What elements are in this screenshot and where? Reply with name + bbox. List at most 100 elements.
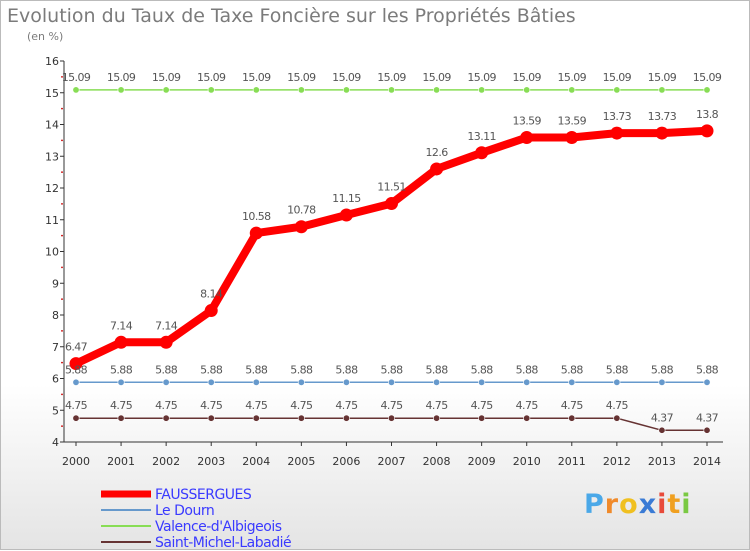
data-point [613, 86, 621, 94]
data-label: 4.75 [426, 399, 449, 412]
x-tick-label: 2009 [468, 455, 496, 468]
x-tick-label: 2005 [287, 455, 315, 468]
data-label: 5.88 [561, 363, 584, 376]
y-tick-label: 4 [52, 436, 59, 449]
data-label: 11.15 [332, 192, 361, 205]
data-point [658, 86, 666, 94]
x-tick-label: 2008 [423, 455, 451, 468]
data-point [207, 86, 215, 94]
x-tick-label: 2013 [648, 455, 676, 468]
x-tick-label: 2003 [197, 455, 225, 468]
logo-letter: P [584, 489, 605, 520]
data-label: 4.37 [696, 411, 719, 424]
data-label: 4.75 [290, 399, 313, 412]
y-tick-label: 14 [45, 119, 59, 132]
y-tick-label: 9 [52, 277, 59, 290]
data-point [162, 86, 170, 94]
data-label: 5.88 [335, 363, 358, 376]
data-label: 8.14 [200, 288, 223, 301]
data-point [72, 86, 80, 94]
data-point [72, 378, 80, 386]
data-point [658, 426, 666, 434]
data-label: 5.88 [290, 363, 313, 376]
data-point [297, 414, 305, 422]
data-point [610, 126, 624, 140]
data-point [613, 414, 621, 422]
data-label: 4.75 [110, 399, 133, 412]
y-minor-tick [61, 75, 63, 78]
y-tick-label: 10 [45, 246, 59, 259]
data-point [72, 414, 80, 422]
logo-letter: x [638, 489, 658, 520]
data-point [117, 414, 125, 422]
data-label: 13.59 [512, 115, 541, 128]
data-point [159, 335, 173, 349]
data-point [342, 86, 350, 94]
chart-unit: (en %) [27, 30, 64, 43]
data-point [655, 126, 669, 140]
data-point [252, 378, 260, 386]
x-tick-label: 2002 [152, 455, 180, 468]
data-label: 4.37 [651, 411, 674, 424]
data-label: 4.75 [245, 399, 268, 412]
data-label: 5.88 [65, 363, 88, 376]
data-point [387, 86, 395, 94]
data-label: 4.75 [561, 399, 584, 412]
data-point [478, 414, 486, 422]
data-point [703, 426, 711, 434]
data-label: 15.09 [197, 71, 226, 84]
data-point [294, 220, 308, 234]
logo-letter: i [657, 489, 668, 520]
data-label: 5.88 [471, 363, 494, 376]
data-point [385, 197, 398, 211]
y-minor-tick [61, 393, 63, 396]
data-label: 15.09 [152, 71, 181, 84]
x-tick-label: 2014 [693, 455, 721, 468]
data-point [387, 414, 395, 422]
legend-entry: Saint-Michel-Labadié [155, 535, 291, 551]
data-point [700, 124, 714, 138]
data-point [478, 378, 486, 386]
y-minor-tick [61, 329, 63, 332]
data-label: 4.75 [516, 399, 539, 412]
data-label: 5.88 [696, 363, 719, 376]
data-point [114, 335, 128, 349]
x-tick-label: 2010 [513, 455, 541, 468]
data-point [523, 86, 531, 94]
data-label: 5.88 [606, 363, 629, 376]
data-point [249, 226, 263, 240]
legend-entry: FAUSSERGUES [155, 487, 252, 503]
data-label: 5.88 [516, 363, 539, 376]
data-point [475, 146, 489, 160]
data-point [387, 378, 395, 386]
data-label: 15.09 [603, 71, 632, 84]
data-label: 5.88 [426, 363, 449, 376]
data-label: 7.14 [155, 319, 178, 332]
x-tick-label: 2001 [107, 455, 135, 468]
x-tick-label: 2012 [603, 455, 631, 468]
proxiti-logo: Proxiti [584, 489, 692, 520]
data-label: 13.11 [467, 130, 496, 143]
logo-letter: t [667, 489, 682, 520]
data-label: 7.14 [110, 319, 133, 332]
y-minor-tick [61, 107, 63, 110]
data-label: 11.51 [377, 181, 406, 194]
data-point [297, 378, 305, 386]
y-minor-tick [61, 266, 63, 269]
logo-letter: r [604, 489, 620, 520]
x-tick-label: 2000 [62, 455, 90, 468]
legend-entry: Valence-d'Albigeois [155, 519, 282, 535]
data-label: 13.8 [696, 108, 719, 121]
data-label: 5.88 [200, 363, 223, 376]
x-tick-label: 2011 [558, 455, 586, 468]
y-minor-tick [61, 234, 63, 237]
y-tick-label: 7 [52, 341, 59, 354]
data-point [433, 414, 441, 422]
data-point [117, 378, 125, 386]
data-label: 5.88 [110, 363, 133, 376]
data-point [342, 414, 350, 422]
data-label: 4.75 [155, 399, 178, 412]
data-label: 6.47 [65, 341, 88, 354]
